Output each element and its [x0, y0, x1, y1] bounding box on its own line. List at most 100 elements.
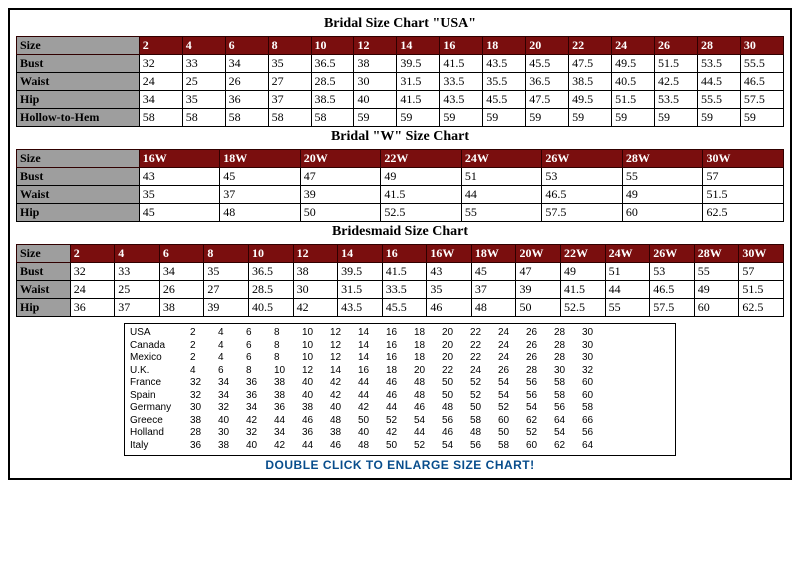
bridesmaid-header-cell: 6 [159, 245, 204, 263]
intl-size: 28 [554, 340, 582, 353]
w-header-cell: 30W [703, 150, 784, 168]
bridesmaid-cell: 50 [516, 299, 561, 317]
bridesmaid-header-cell: 18W [471, 245, 516, 263]
intl-size: 56 [554, 402, 582, 415]
international-size-box: USA24681012141618202224262830Canada24681… [124, 323, 676, 456]
usa-cell: 35.5 [483, 73, 526, 91]
intl-size: 20 [414, 365, 442, 378]
intl-size: 50 [498, 427, 526, 440]
intl-size: 46 [386, 390, 414, 403]
intl-size: 16 [386, 327, 414, 340]
usa-cell: 32 [139, 55, 182, 73]
usa-row-label: Hip [17, 91, 140, 109]
intl-size: 46 [330, 440, 358, 453]
bridesmaid-header-cell: 30W [739, 245, 784, 263]
intl-country: USA [130, 327, 190, 340]
usa-cell: 51.5 [655, 55, 698, 73]
intl-size: 32 [190, 390, 218, 403]
w-cell: 48 [220, 204, 301, 222]
intl-size: 10 [274, 365, 302, 378]
usa-cell: 58 [225, 109, 268, 127]
bridesmaid-cell: 38 [293, 263, 338, 281]
usa-cell: 41.5 [440, 55, 483, 73]
usa-cell: 45.5 [526, 55, 569, 73]
w-header-cell: 20W [300, 150, 381, 168]
intl-size: 54 [498, 377, 526, 390]
intl-size: 56 [526, 390, 554, 403]
w-header-cell: 28W [622, 150, 703, 168]
intl-size: 58 [554, 377, 582, 390]
usa-cell: 33 [182, 55, 225, 73]
intl-size: 38 [330, 427, 358, 440]
usa-cell: 38.5 [311, 91, 354, 109]
usa-header-cell: 10 [311, 37, 354, 55]
intl-size: 52 [470, 390, 498, 403]
usa-header-cell: 2 [139, 37, 182, 55]
w-cell: 60 [622, 204, 703, 222]
intl-size: 46 [414, 402, 442, 415]
usa-cell: 59 [569, 109, 612, 127]
intl-size: 26 [526, 352, 554, 365]
intl-size: 16 [386, 352, 414, 365]
intl-size: 30 [582, 340, 610, 353]
intl-size: 18 [414, 340, 442, 353]
w-cell: 37 [220, 186, 301, 204]
intl-size: 12 [330, 340, 358, 353]
intl-size: 54 [554, 427, 582, 440]
usa-cell: 45.5 [483, 91, 526, 109]
intl-size: 42 [358, 402, 386, 415]
intl-size: 38 [190, 415, 218, 428]
intl-size: 32 [246, 427, 274, 440]
usa-header-cell: 26 [655, 37, 698, 55]
intl-size: 48 [414, 390, 442, 403]
bridesmaid-row-label: Hip [17, 299, 71, 317]
intl-size: 54 [498, 390, 526, 403]
intl-country: Mexico [130, 352, 190, 365]
w-row-label: Waist [17, 186, 140, 204]
w-header-label: Size [17, 150, 140, 168]
intl-size: 32 [190, 377, 218, 390]
intl-size: 48 [442, 402, 470, 415]
bridesmaid-header-cell: 10 [249, 245, 294, 263]
w-cell: 51 [461, 168, 542, 186]
intl-size: 2 [190, 327, 218, 340]
w-cell: 41.5 [381, 186, 462, 204]
bridesmaid-cell: 49 [561, 263, 606, 281]
intl-size: 60 [582, 377, 610, 390]
intl-size: 42 [274, 440, 302, 453]
intl-size: 26 [498, 365, 526, 378]
intl-size: 40 [302, 377, 330, 390]
w-cell: 49 [622, 186, 703, 204]
intl-size: 18 [414, 327, 442, 340]
intl-size: 26 [526, 327, 554, 340]
footer-text: DOUBLE CLICK TO ENLARGE SIZE CHART! [16, 458, 784, 472]
intl-size: 48 [470, 427, 498, 440]
usa-cell: 47.5 [569, 55, 612, 73]
intl-size: 36 [190, 440, 218, 453]
w-cell: 55 [461, 204, 542, 222]
intl-row: U.K.468101214161820222426283032 [130, 365, 670, 378]
usa-cell: 59 [697, 109, 740, 127]
usa-cell: 42.5 [655, 73, 698, 91]
intl-size: 36 [246, 390, 274, 403]
usa-cell: 39.5 [397, 55, 440, 73]
usa-cell: 49.5 [569, 91, 612, 109]
intl-size: 34 [246, 402, 274, 415]
usa-header-cell: 8 [268, 37, 311, 55]
intl-size: 28 [554, 327, 582, 340]
intl-size: 10 [302, 327, 330, 340]
intl-size: 26 [526, 340, 554, 353]
bridesmaid-cell: 46.5 [650, 281, 695, 299]
bridesmaid-cell: 25 [115, 281, 160, 299]
intl-size: 4 [218, 327, 246, 340]
usa-cell: 59 [612, 109, 655, 127]
usa-cell: 55.5 [697, 91, 740, 109]
intl-row: Spain323436384042444648505254565860 [130, 390, 670, 403]
bridesmaid-cell: 53 [650, 263, 695, 281]
bridesmaid-cell: 35 [204, 263, 249, 281]
intl-size: 42 [246, 415, 274, 428]
intl-row: Greece384042444648505254565860626466 [130, 415, 670, 428]
usa-cell: 27 [268, 73, 311, 91]
intl-size: 58 [582, 402, 610, 415]
intl-size: 52 [386, 415, 414, 428]
